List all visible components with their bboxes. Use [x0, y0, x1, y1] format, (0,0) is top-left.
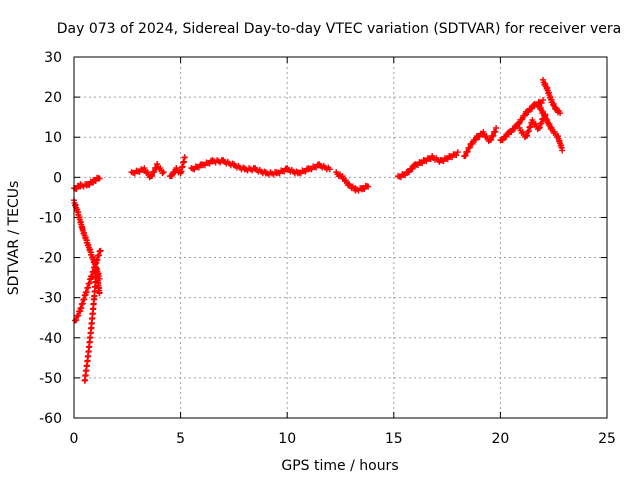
data-point	[96, 175, 103, 182]
data-point	[169, 172, 176, 179]
series-arc-22h-b	[535, 100, 566, 154]
data-point	[160, 169, 167, 176]
data-point	[503, 133, 510, 140]
data-point	[557, 110, 564, 117]
x-tick-label: 25	[598, 431, 616, 447]
data-point	[492, 128, 499, 135]
x-tick-label: 5	[176, 431, 185, 447]
data-point	[508, 129, 515, 136]
series-arc-start	[71, 174, 103, 192]
data-point	[96, 289, 103, 296]
y-tick-label: -60	[39, 411, 62, 427]
y-tick-label: 30	[44, 50, 62, 66]
y-tick-label: -40	[39, 331, 62, 347]
y-tick-label: -50	[39, 371, 62, 387]
series-arc-15h	[395, 149, 461, 181]
y-tick-label: 20	[44, 90, 62, 106]
y-tick-label: -30	[39, 291, 62, 307]
chart-title: Day 073 of 2024, Sidereal Day-to-day VTE…	[57, 21, 621, 37]
data-point	[559, 147, 566, 154]
data-point	[149, 172, 156, 179]
x-tick-label: 10	[278, 431, 296, 447]
x-tick-label: 20	[491, 431, 509, 447]
data-point	[493, 125, 500, 131]
data-point	[454, 149, 461, 156]
data-point	[519, 116, 526, 123]
data-point	[462, 152, 469, 159]
data-point	[464, 148, 471, 155]
data-point	[490, 132, 497, 139]
data-point	[538, 99, 545, 106]
series-arc-13h	[333, 169, 372, 194]
y-tick-label: 0	[53, 170, 62, 186]
data-point	[365, 183, 372, 190]
data-point	[469, 140, 476, 147]
series-arc-low-3	[81, 265, 103, 384]
data-point	[525, 109, 532, 116]
series-arc-18h	[461, 125, 500, 160]
plot-frame	[73, 56, 608, 419]
y-tick-label: -10	[39, 210, 62, 226]
series-arc-4h	[166, 154, 188, 180]
series-arc-20h	[497, 96, 547, 144]
x-axis-label: GPS time / hours	[281, 458, 398, 474]
y-axis-label: SDTVAR / TECUs	[6, 181, 22, 296]
data-points	[71, 76, 566, 384]
data-point	[529, 105, 536, 112]
data-point	[402, 172, 409, 179]
data-point	[522, 112, 529, 119]
data-point	[406, 169, 413, 176]
series-arc-22h	[540, 76, 564, 117]
data-point	[326, 166, 333, 173]
data-point	[159, 170, 166, 177]
y-tick-label: 10	[44, 130, 62, 146]
y-tick-label: -20	[39, 251, 62, 267]
x-tick-label: 15	[385, 431, 403, 447]
data-point	[472, 136, 479, 143]
data-point	[488, 136, 495, 143]
data-point	[151, 168, 158, 175]
data-point	[499, 137, 506, 144]
series-arc-low-1	[71, 197, 103, 282]
data-point	[540, 96, 547, 103]
data-point	[409, 165, 416, 172]
series-arc-mid	[188, 157, 333, 178]
x-tick-label: 0	[70, 431, 79, 447]
data-point	[453, 152, 460, 159]
data-point	[181, 154, 188, 161]
series-arc-3h	[128, 161, 167, 181]
data-point	[466, 144, 473, 151]
data-point	[97, 247, 104, 254]
